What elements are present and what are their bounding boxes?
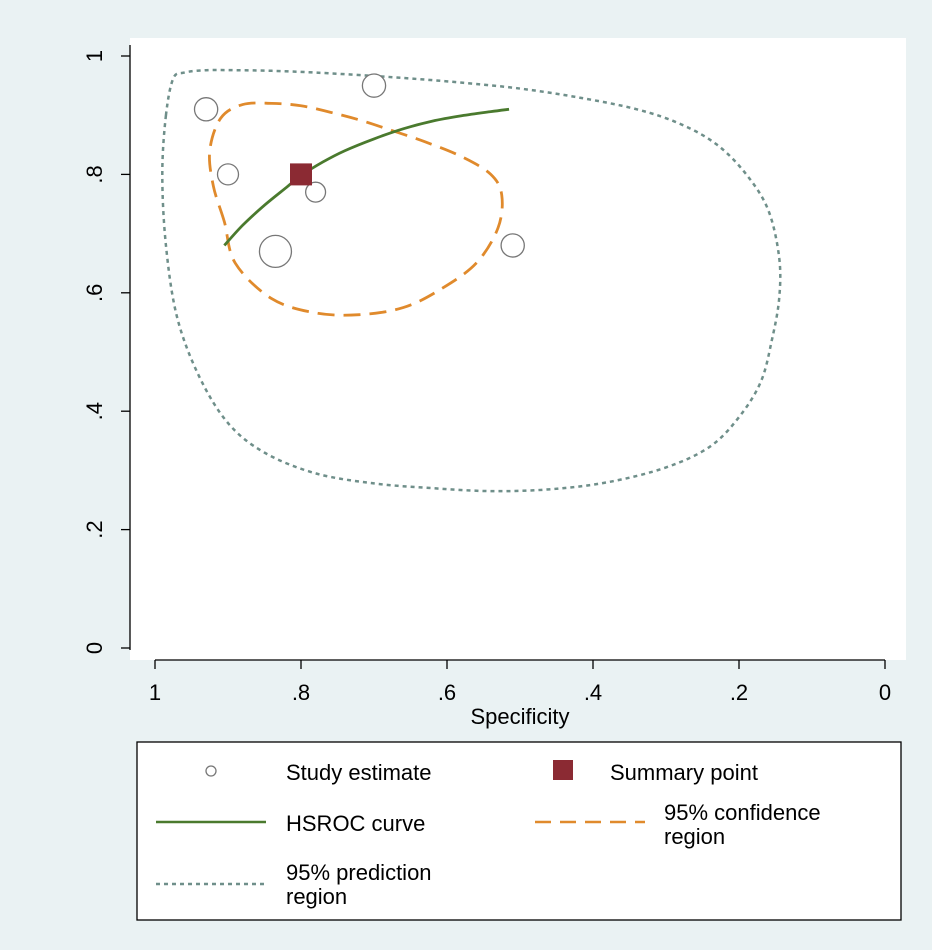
confidence-region-layer: [208, 101, 504, 317]
y-tick-label: 0: [82, 642, 107, 654]
y-tick-label: .8: [82, 165, 107, 183]
hsroc-curve-layer: [223, 107, 510, 247]
study-points-layer: [193, 73, 525, 269]
x-tick-label: 0: [879, 680, 891, 705]
study-estimate-point: [500, 233, 525, 258]
legend: Study estimate Summary point HSROC curve…: [136, 741, 902, 921]
y-ticks: 0 .2 .4 .6 .8 1: [82, 50, 130, 654]
y-tick-label: .2: [82, 520, 107, 538]
study-estimate-point: [304, 181, 327, 203]
legend-summary-symbol: [553, 760, 573, 780]
study-estimate-point: [361, 73, 387, 98]
legend-confidence-label-line1: 95% confidence: [664, 800, 821, 825]
legend-confidence-label-line2: region: [664, 824, 725, 849]
y-tick-label: .6: [82, 284, 107, 302]
plot-area: [130, 38, 906, 660]
prediction-region-layer: [161, 68, 782, 493]
legend-hsroc-label: HSROC curve: [286, 811, 425, 836]
legend-box: [136, 741, 902, 921]
x-tick-label: .2: [730, 680, 748, 705]
legend-summary-label: Summary point: [610, 760, 758, 785]
x-tick-label: .6: [438, 680, 456, 705]
legend-study-symbol: [205, 765, 217, 777]
legend-study-label: Study estimate: [286, 760, 432, 785]
y-tick-label: .4: [82, 402, 107, 420]
study-estimate-point: [193, 97, 219, 122]
x-tick-label: .8: [292, 680, 310, 705]
x-tick-label: .4: [584, 680, 602, 705]
study-estimate-point: [216, 163, 240, 186]
x-ticks: 1 .8 .6 .4 .2 0: [149, 660, 891, 705]
y-tick-label: 1: [82, 50, 107, 62]
legend-prediction-label-line2: region: [286, 884, 347, 909]
summary-point-layer: [290, 163, 312, 186]
x-axis-title: Specificity: [470, 704, 569, 729]
confidence-region-contour: [208, 101, 504, 317]
prediction-region-contour: [161, 68, 782, 493]
summary-point-marker: [290, 163, 312, 186]
x-tick-label: 1: [149, 680, 161, 705]
hsroc-curve-line: [223, 107, 510, 247]
legend-prediction-label-line1: 95% prediction: [286, 860, 432, 885]
study-estimate-point: [258, 234, 293, 269]
